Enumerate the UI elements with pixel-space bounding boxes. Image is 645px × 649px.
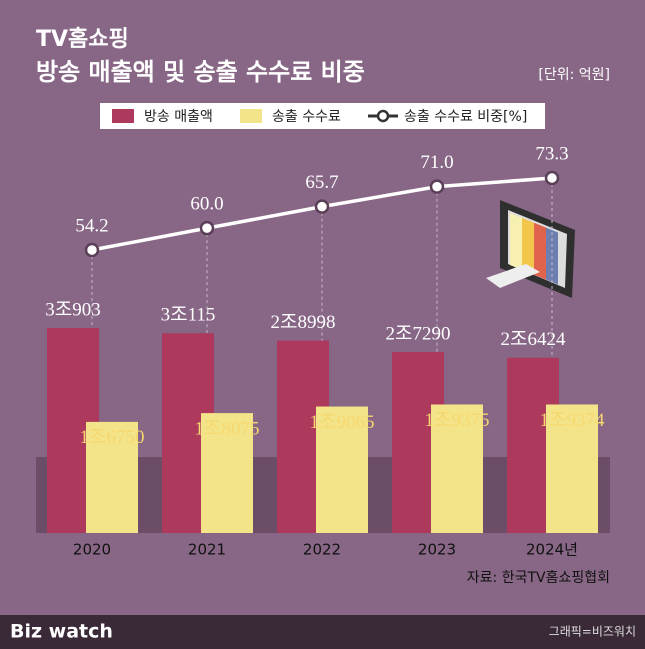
value-label: 1조9065 [310,412,375,433]
value-label: 3조903 [45,299,100,320]
line-marker [544,170,560,186]
x-tick-label: 2024년 [526,541,578,559]
bar [316,406,368,533]
legend-marker [376,109,390,123]
chart-subtitle: 방송 매출액 및 송출 수수료 비중 [36,58,365,86]
x-tick-label: 2022 [303,541,341,559]
line-label: 54.2 [75,215,108,236]
line-marker [199,220,215,236]
legend-swatch [112,109,134,123]
line-label: 73.3 [535,143,568,164]
line-marker [84,242,100,258]
value-label: 1조9374 [540,410,605,431]
legend-label: 송출 수수료 비중[%] [404,109,527,125]
legend-label: 송출 수수료 [272,109,341,125]
line-marker [429,179,445,194]
value-label: 2조8998 [271,312,336,333]
x-tick-label: 2021 [188,541,226,559]
tv-icon [486,200,575,298]
bar [431,404,483,533]
value-label: 3조115 [161,305,216,326]
x-tick-label: 2020 [73,541,111,559]
value-label: 1조9375 [425,410,490,431]
value-label: 1조6750 [80,427,145,448]
legend-swatch [240,109,262,123]
legend-box [100,103,545,129]
chart-title: TV홈쇼핑 [36,27,129,52]
value-label: 2조7290 [386,323,451,344]
bar [86,421,138,533]
line-label: 60.0 [190,193,223,214]
bar [546,404,598,533]
line-marker [314,199,330,214]
value-label: 1조8075 [195,418,260,439]
bar [201,413,253,533]
value-label: 2조6424 [501,329,566,350]
footer [0,615,645,649]
credit: 그래픽=비즈워치 [549,625,636,639]
line-label: 71.0 [420,152,453,173]
source: 자료: 한국TV홈쇼핑협회 [467,570,610,586]
logo: Biz watch [10,621,113,643]
line-label: 65.7 [305,172,338,193]
unit: [단위: 억원] [538,67,610,83]
x-tick-label: 2023 [418,541,456,559]
legend-label: 방송 매출액 [144,109,213,125]
